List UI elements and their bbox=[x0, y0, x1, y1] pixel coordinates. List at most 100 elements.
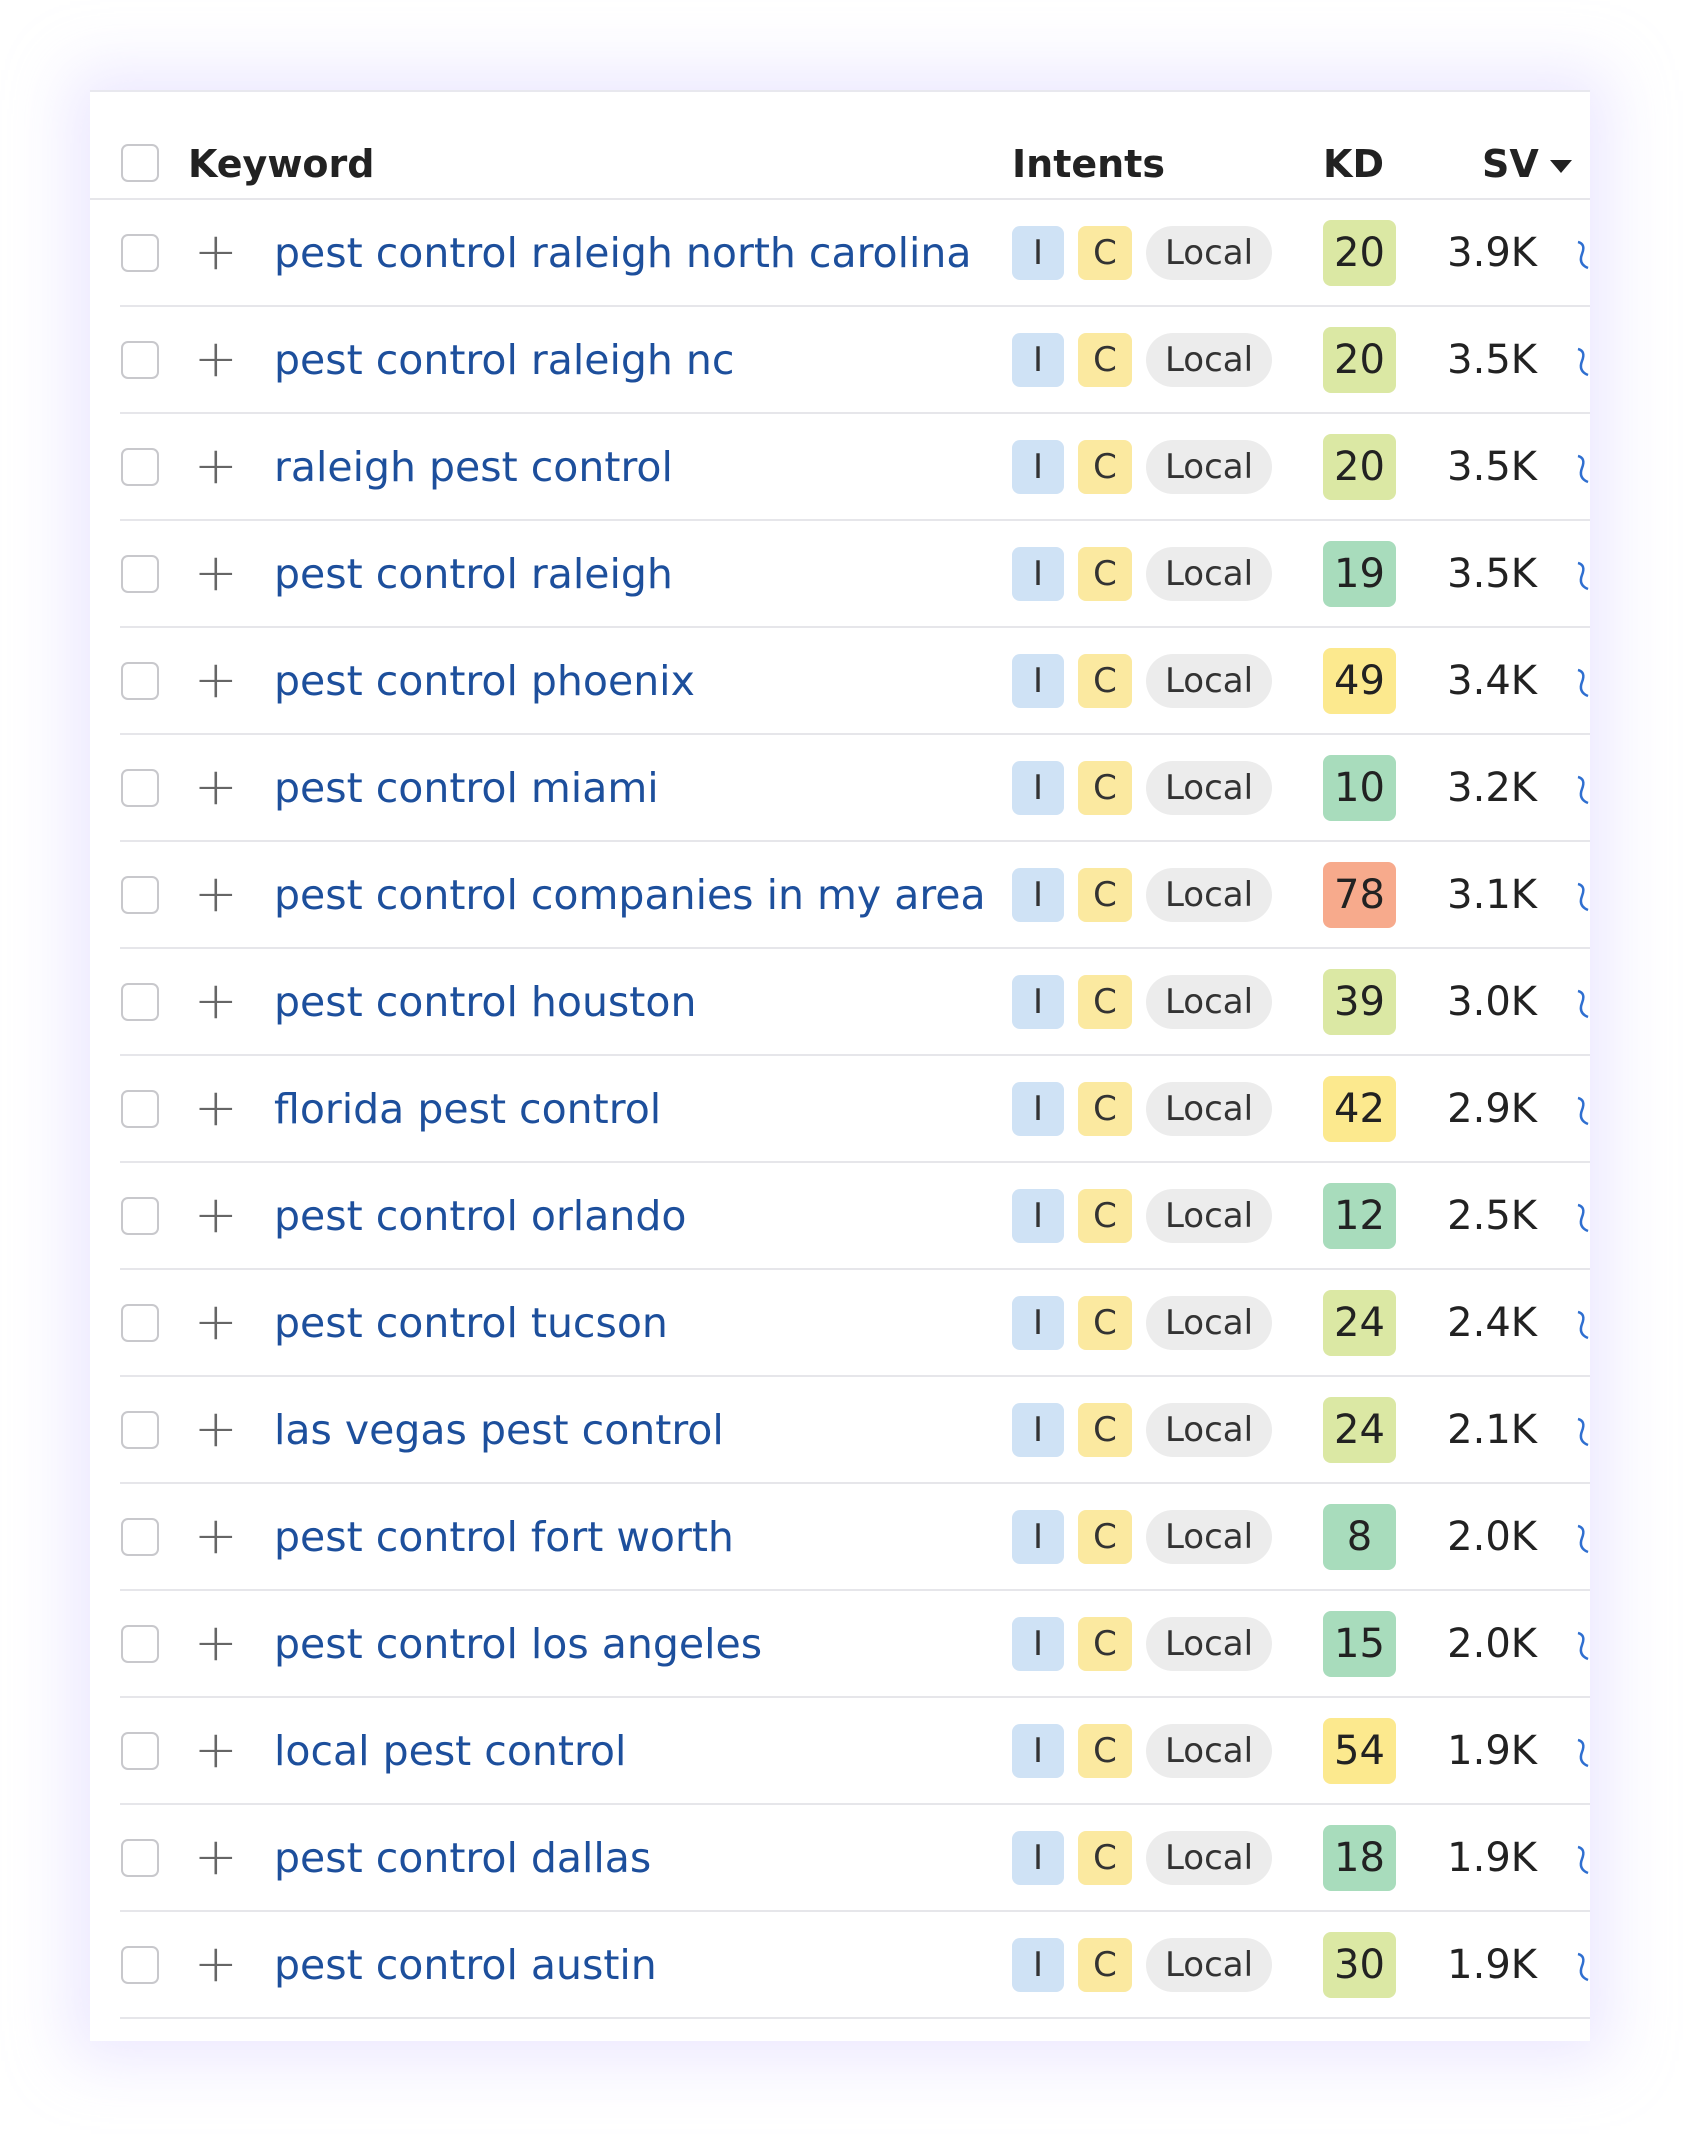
trend-sparkline bbox=[1577, 454, 1589, 484]
add-button[interactable]: + bbox=[194, 971, 238, 1031]
row-checkbox[interactable] bbox=[121, 1197, 159, 1235]
kd-score: 20 bbox=[1323, 220, 1396, 286]
intent-badge: Local bbox=[1146, 761, 1272, 815]
search-volume: 2.1K bbox=[1447, 1407, 1537, 1453]
search-volume: 2.9K bbox=[1447, 1086, 1537, 1132]
table-row: + las vegas pest control I C Local 24 2.1K bbox=[90, 1377, 1590, 1484]
row-checkbox[interactable] bbox=[121, 555, 159, 593]
add-button[interactable]: + bbox=[194, 543, 238, 603]
intent-badge: Local bbox=[1146, 333, 1272, 387]
trend-sparkline bbox=[1577, 1631, 1589, 1661]
row-checkbox[interactable] bbox=[121, 341, 159, 379]
trend-sparkline bbox=[1577, 1096, 1589, 1126]
row-checkbox[interactable] bbox=[121, 1946, 159, 1984]
row-checkbox[interactable] bbox=[121, 1732, 159, 1770]
row-checkbox[interactable] bbox=[121, 1839, 159, 1877]
keyword-link[interactable]: pest control raleigh bbox=[274, 550, 673, 598]
search-volume: 2.5K bbox=[1447, 1193, 1537, 1239]
add-button[interactable]: + bbox=[194, 1720, 238, 1780]
intent-badge: C bbox=[1078, 1296, 1132, 1350]
search-volume: 3.5K bbox=[1447, 444, 1537, 490]
add-button[interactable]: + bbox=[194, 1399, 238, 1459]
keyword-link[interactable]: pest control phoenix bbox=[274, 657, 695, 705]
row-checkbox[interactable] bbox=[121, 769, 159, 807]
keyword-link[interactable]: las vegas pest control bbox=[274, 1406, 724, 1454]
intent-badge: I bbox=[1012, 975, 1064, 1029]
keyword-link[interactable]: pest control raleigh nc bbox=[274, 336, 735, 384]
add-button[interactable]: + bbox=[194, 650, 238, 710]
row-divider bbox=[120, 1482, 1590, 1484]
add-button[interactable]: + bbox=[194, 436, 238, 496]
keyword-link[interactable]: pest control raleigh north carolina bbox=[274, 229, 972, 277]
row-checkbox[interactable] bbox=[121, 1518, 159, 1556]
search-volume: 3.1K bbox=[1447, 872, 1537, 918]
keyword-link[interactable]: raleigh pest control bbox=[274, 443, 673, 491]
keyword-link[interactable]: florida pest control bbox=[274, 1085, 662, 1133]
search-volume: 1.9K bbox=[1447, 1835, 1537, 1881]
table-row: + pest control tucson I C Local 24 2.4K bbox=[90, 1270, 1590, 1377]
intent-badge: Local bbox=[1146, 1724, 1272, 1778]
keyword-link[interactable]: pest control los angeles bbox=[274, 1620, 763, 1668]
trend-sparkline bbox=[1577, 1524, 1589, 1554]
keyword-link[interactable]: pest control miami bbox=[274, 764, 659, 812]
table-row: + local pest control I C Local 54 1.9K bbox=[90, 1698, 1590, 1805]
add-button[interactable]: + bbox=[194, 757, 238, 817]
intent-badge: Local bbox=[1146, 1189, 1272, 1243]
trend-sparkline bbox=[1577, 989, 1589, 1019]
keyword-link[interactable]: pest control orlando bbox=[274, 1192, 687, 1240]
intent-badge: C bbox=[1078, 761, 1132, 815]
row-divider bbox=[120, 733, 1590, 735]
intent-badge: C bbox=[1078, 1617, 1132, 1671]
add-button[interactable]: + bbox=[194, 222, 238, 282]
keyword-link[interactable]: pest control dallas bbox=[274, 1834, 652, 1882]
kd-score: 30 bbox=[1323, 1932, 1396, 1998]
table-row: + pest control dallas I C Local 18 1.9K bbox=[90, 1805, 1590, 1912]
add-button[interactable]: + bbox=[194, 1506, 238, 1566]
row-checkbox[interactable] bbox=[121, 234, 159, 272]
row-checkbox[interactable] bbox=[121, 1090, 159, 1128]
table-row: + pest control raleigh north carolina I C Lo… bbox=[90, 200, 1590, 307]
intent-badge: I bbox=[1012, 868, 1064, 922]
header-kd[interactable]: KD bbox=[1323, 142, 1384, 186]
header-keyword[interactable]: Keyword bbox=[188, 142, 375, 186]
search-volume: 3.5K bbox=[1447, 337, 1537, 383]
trend-sparkline bbox=[1577, 1417, 1589, 1447]
row-checkbox[interactable] bbox=[121, 1304, 159, 1342]
select-all-checkbox[interactable] bbox=[121, 144, 159, 182]
add-button[interactable]: + bbox=[194, 864, 238, 924]
row-checkbox[interactable] bbox=[121, 876, 159, 914]
row-checkbox[interactable] bbox=[121, 1625, 159, 1663]
header-sv[interactable]: SV bbox=[1482, 142, 1539, 186]
table-row: + pest control houston I C Local 39 3.0K bbox=[90, 949, 1590, 1056]
row-checkbox[interactable] bbox=[121, 448, 159, 486]
table-row: + pest control los angeles I C Local 15 2.0K bbox=[90, 1591, 1590, 1698]
add-button[interactable]: + bbox=[194, 1185, 238, 1245]
keyword-link[interactable]: local pest control bbox=[274, 1727, 627, 1775]
table-row: + pest control raleigh nc I C Local 20 3.5K bbox=[90, 307, 1590, 414]
table-row: + florida pest control I C Local 42 2.9K bbox=[90, 1056, 1590, 1163]
keyword-link[interactable]: pest control austin bbox=[274, 1941, 657, 1989]
sort-arrow[interactable] bbox=[1550, 158, 1572, 174]
add-button[interactable]: + bbox=[194, 1613, 238, 1673]
keyword-link[interactable]: pest control tucson bbox=[274, 1299, 668, 1347]
intent-badge: I bbox=[1012, 547, 1064, 601]
keyword-link[interactable]: pest control companies in my area bbox=[274, 871, 986, 919]
table-row: + pest control austin I C Local 30 1.9K bbox=[90, 1912, 1590, 2019]
row-checkbox[interactable] bbox=[121, 983, 159, 1021]
intent-badge: Local bbox=[1146, 1403, 1272, 1457]
intent-badge: I bbox=[1012, 1403, 1064, 1457]
add-button[interactable]: + bbox=[194, 1078, 238, 1138]
keyword-link[interactable]: pest control houston bbox=[274, 978, 697, 1026]
intent-badge: I bbox=[1012, 654, 1064, 708]
add-button[interactable]: + bbox=[194, 1827, 238, 1887]
add-button[interactable]: + bbox=[194, 1934, 238, 1994]
row-divider bbox=[120, 1803, 1590, 1805]
row-divider bbox=[120, 519, 1590, 521]
row-checkbox[interactable] bbox=[121, 662, 159, 700]
add-button[interactable]: + bbox=[194, 1292, 238, 1352]
intent-badge: Local bbox=[1146, 1296, 1272, 1350]
row-checkbox[interactable] bbox=[121, 1411, 159, 1449]
add-button[interactable]: + bbox=[194, 329, 238, 389]
keyword-link[interactable]: pest control fort worth bbox=[274, 1513, 734, 1561]
kd-score: 8 bbox=[1323, 1504, 1396, 1570]
